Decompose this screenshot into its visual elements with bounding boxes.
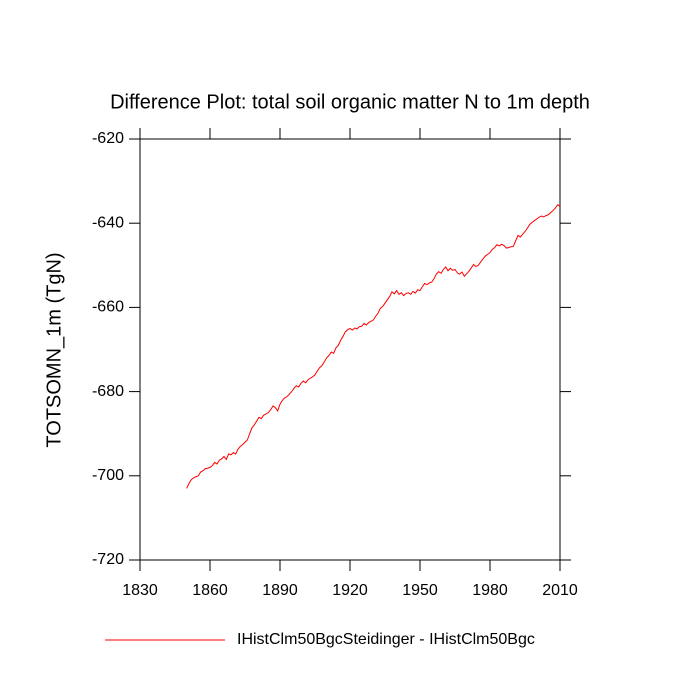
x-tick-label: 1950 [402,582,438,599]
legend-label: IHistClm50BgcSteidinger - IHistClm50Bgc [237,631,535,648]
y-tick-label: -660 [92,299,124,316]
data-line [186,203,561,489]
y-tick-label: -700 [92,467,124,484]
y-tick-label: -720 [92,551,124,568]
y-tick-label: -680 [92,383,124,400]
x-tick-label: 1860 [192,582,228,599]
x-tick-label: 1890 [262,582,298,599]
plot-frame [139,138,561,561]
x-tick-label: 2010 [542,582,578,599]
chart-title: Difference Plot: total soil organic matt… [110,91,590,113]
x-tick-label: 1980 [472,582,508,599]
y-axis-label: TOTSOMN_1m (TgN) [43,252,65,447]
y-tick-label: -640 [92,214,124,231]
x-tick-label: 1920 [332,582,368,599]
y-tick-label: -620 [92,130,124,147]
x-tick-label: 1830 [122,582,158,599]
